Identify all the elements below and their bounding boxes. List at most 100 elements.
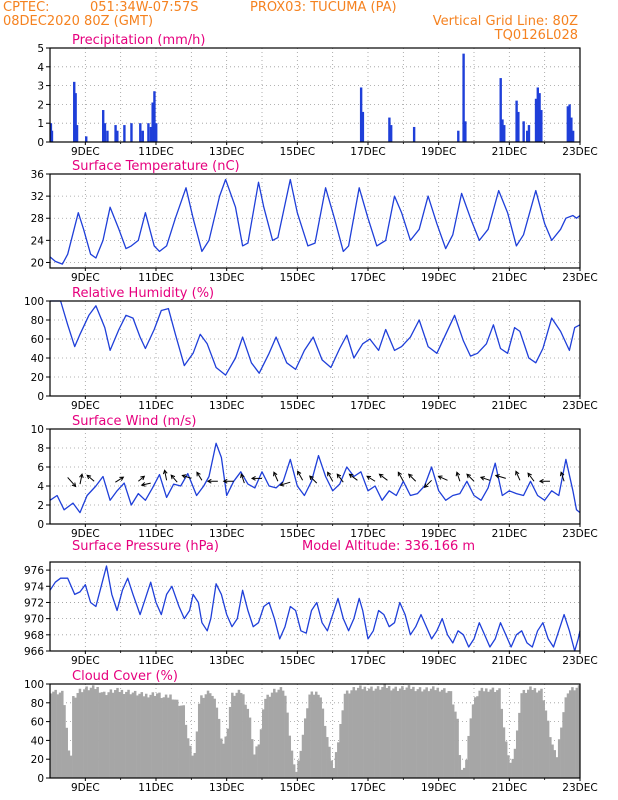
precip-bar-25 xyxy=(457,130,460,142)
header-coords: 051:34W-07:57S xyxy=(90,0,199,15)
wind-vector-head xyxy=(327,471,332,477)
cloud-bar-68 xyxy=(200,695,203,778)
y-tick-label: 976 xyxy=(24,565,44,577)
cloud-bar-70 xyxy=(204,694,208,778)
wind-vector-31 xyxy=(515,470,521,481)
cloud-bar-18 xyxy=(89,687,93,778)
cloud-bar-159 xyxy=(401,686,404,778)
cloud-bar-83 xyxy=(233,695,236,778)
x-tick-label: 19DEC xyxy=(421,782,456,794)
wind-vector-head xyxy=(538,478,544,484)
cloud-bar-208 xyxy=(509,762,512,778)
cloud-bar-211 xyxy=(515,730,519,778)
cloud-bar-146 xyxy=(372,690,375,778)
cloud-bar-16 xyxy=(85,686,88,778)
cloud-bar-120 xyxy=(315,691,318,778)
wind-vector-18 xyxy=(327,471,334,482)
cloud-bar-32 xyxy=(120,689,124,778)
cloud-bar-149 xyxy=(379,689,382,778)
y-tick-label: 60 xyxy=(31,717,44,729)
cloud-bar-151 xyxy=(383,684,386,778)
cloud-bar-140 xyxy=(359,685,362,778)
precip-bar-43 xyxy=(571,130,575,142)
wind-vector-32 xyxy=(527,472,535,482)
wind-title: Surface Wind (m/s) xyxy=(72,414,196,429)
wind-series-line xyxy=(49,442,581,514)
cloud-bar-58 xyxy=(178,705,181,778)
cloud-bar-235 xyxy=(568,690,572,778)
precip-bar-37 xyxy=(536,87,539,142)
header-code: TQ0126L028 xyxy=(494,28,578,43)
cloud-bar-141 xyxy=(361,689,364,778)
cloud-bar-47 xyxy=(153,695,157,778)
wind-vector-head xyxy=(494,474,500,479)
cloud-bar-93 xyxy=(255,746,258,778)
cloud-bar-189 xyxy=(467,735,470,778)
cloud-bar-9 xyxy=(69,755,73,778)
cloud-bar-172 xyxy=(429,688,433,778)
wind-vector-head xyxy=(71,482,77,488)
wind-vector-34 xyxy=(559,471,565,482)
wind-vector-shaft xyxy=(138,475,145,482)
header-station: PROX03: TUCUMA (PA) xyxy=(250,0,397,15)
cloud-bar-204 xyxy=(500,708,504,778)
wind-vector-7 xyxy=(170,474,178,483)
cloud-bar-231 xyxy=(560,727,563,778)
wind-vector-head xyxy=(170,474,176,480)
cloud-bar-94 xyxy=(257,744,261,778)
wind-vector-head xyxy=(206,478,212,484)
precip-bar-7 xyxy=(103,123,107,142)
precip-bar-31 xyxy=(515,100,518,142)
precip-bar-28 xyxy=(499,78,502,142)
cloud-bar-205 xyxy=(502,727,506,778)
cloud-bar-177 xyxy=(440,689,444,778)
cloud-bar-98 xyxy=(266,694,269,778)
cloud-bar-181 xyxy=(449,691,453,778)
cloud-bar-77 xyxy=(220,738,223,778)
x-tick-label: 11DEC xyxy=(138,272,173,284)
wind-vector-17 xyxy=(309,475,318,484)
cloud-bar-187 xyxy=(462,767,466,778)
cloud-bar-142 xyxy=(363,686,367,778)
cloud-bar-3 xyxy=(56,694,60,778)
cloud-bar-201 xyxy=(493,691,497,778)
y-tick-label: 10 xyxy=(31,424,44,436)
wind-vector-15 xyxy=(279,481,291,487)
wind-vector-head xyxy=(336,473,342,479)
x-tick-label: 11DEC xyxy=(138,782,173,794)
precip-bar-18 xyxy=(153,91,156,142)
cloud-bar-179 xyxy=(445,692,448,778)
wind-vector-shaft xyxy=(79,474,83,485)
wind-vector-19 xyxy=(336,473,344,483)
precip-bar-42 xyxy=(570,117,573,142)
x-tick-label: 11DEC xyxy=(138,146,173,158)
cloud-bar-73 xyxy=(211,695,214,778)
cloud-bar-154 xyxy=(390,690,393,778)
y-tick-label: 0 xyxy=(37,773,44,785)
cloud-bar-1 xyxy=(52,691,55,778)
cloud-bar-62 xyxy=(186,738,190,778)
cloud-bar-229 xyxy=(555,757,559,778)
cloud-bar-116 xyxy=(306,708,309,778)
precip-bar-19 xyxy=(155,123,158,142)
y-tick-label: 36 xyxy=(31,169,45,181)
x-tick-label: 17DEC xyxy=(350,146,385,158)
cloud-bar-210 xyxy=(513,748,517,778)
x-tick-label: 15DEC xyxy=(280,272,315,284)
cloud-bar-185 xyxy=(458,755,462,778)
precip-bar-27 xyxy=(464,121,467,142)
cloud-bar-188 xyxy=(465,759,468,778)
x-tick-label: 13DEC xyxy=(209,146,244,158)
wind-vector-16 xyxy=(297,470,304,481)
cloud-bar-144 xyxy=(368,688,371,778)
pres-series-line xyxy=(49,565,581,652)
precip-bar-6 xyxy=(102,110,105,142)
cloud-bar-51 xyxy=(162,697,166,778)
y-tick-label: 3 xyxy=(37,81,44,93)
cloud-bar-221 xyxy=(538,690,541,778)
cloud-bar-81 xyxy=(228,706,232,778)
x-tick-label: 15DEC xyxy=(280,655,315,667)
precip-bar-13 xyxy=(139,123,142,142)
cloud-bar-109 xyxy=(290,750,294,778)
